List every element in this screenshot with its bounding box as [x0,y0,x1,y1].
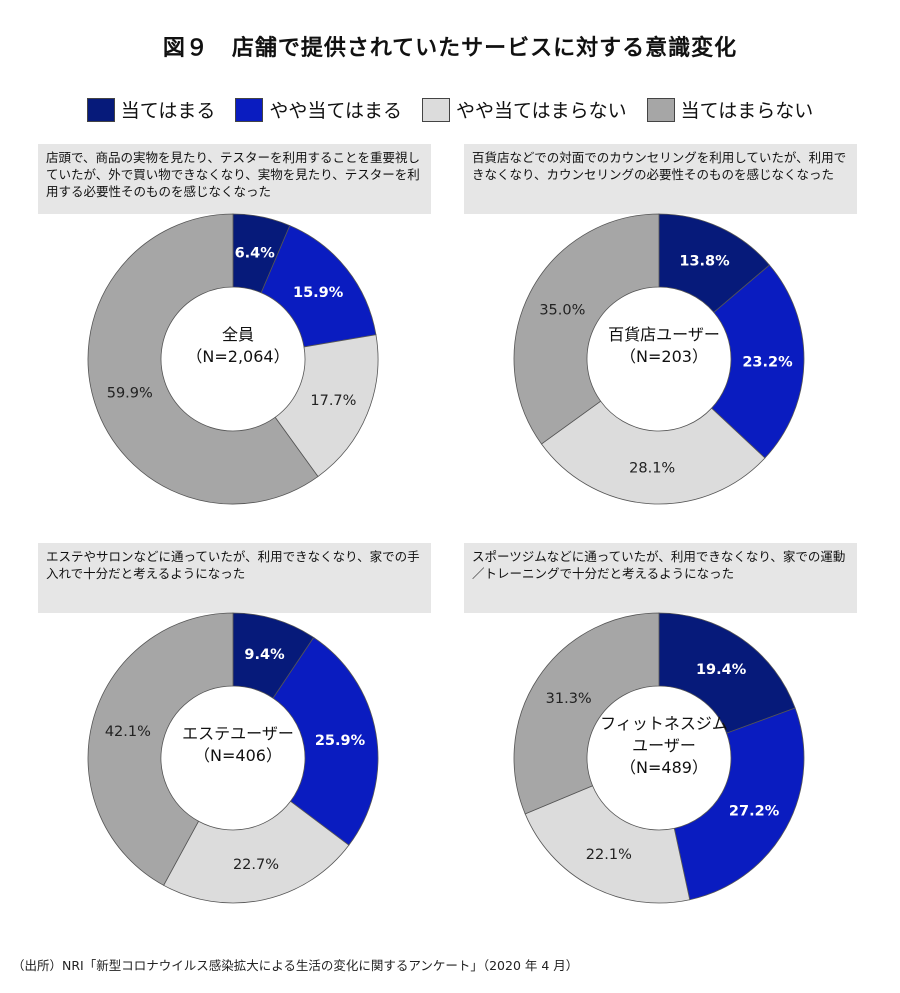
panel-caption: エステやサロンなどに通っていたが、利用できなくなり、家での手入れで十分だと考える… [38,543,431,613]
legend-label: やや当てはまる [269,100,402,122]
donut-slice-3 [540,400,766,505]
donut-center-title-2: ユーザー [632,736,696,755]
panel-esthetic: エステやサロンなどに通っていたが、利用できなくなり、家での手入れで十分だと考える… [38,543,463,943]
donut-data-label: 9.4% [244,647,285,663]
legend: 当てはまる やや当てはまる やや当てはまらない 当てはまらない [0,96,900,123]
donut-center-label: 全員 （N=2,064） [163,324,313,368]
donut-center-title: エステユーザー [182,724,294,743]
panel-caption: 店頭で、商品の実物を見たり、テスターを利用することを重要視していたが、外で買い物… [38,144,431,214]
donut-data-label: 15.9% [293,285,344,301]
legend-label: やや当てはまらない [456,100,627,122]
donut-svg: 9.4% 25.9% 22.7% 42.1% [87,612,379,904]
legend-swatch [235,97,264,122]
legend-item-3: やや当てはまらない [422,96,627,123]
panel-caption: スポーツジムなどに通っていたが、利用できなくなり、家での運動／トレーニングで十分… [464,543,857,613]
donut-center-title: フィットネスジム [600,714,728,733]
legend-label: 当てはまる [120,100,216,122]
source-footnote: （出所）NRI「新型コロナウイルス感染拡大による生活の変化に関するアンケート」（… [12,958,579,973]
donut-slice-1 [658,612,796,734]
legend-item-2: やや当てはまる [235,96,402,123]
legend-label: 当てはまらない [680,100,814,122]
donut-data-label: 22.7% [233,857,279,873]
donut-data-label: 42.1% [105,724,151,740]
donut-slice-4 [87,213,319,505]
donut-chart-esthetic: 9.4% 25.9% 22.7% 42.1% エステユーザー （N=406） [87,612,388,913]
donut-data-label: 59.9% [107,385,153,401]
donut-center-n: （N=489） [620,758,708,777]
panel-fitness: スポーツジムなどに通っていたが、利用できなくなり、家での運動／トレーニングで十分… [464,543,889,943]
donut-data-label: 19.4% [696,662,747,678]
donut-data-label: 22.1% [586,847,632,863]
donut-data-label: 28.1% [629,460,675,476]
donut-data-label: 6.4% [235,246,276,262]
donut-center-label: エステユーザー （N=406） [163,723,313,767]
donut-data-label: 25.9% [315,733,366,749]
donut-center-n: （N=406） [194,746,282,765]
donut-svg: 13.8% 23.2% 28.1% 35.0% [513,213,805,505]
legend-swatch [422,97,450,122]
donut-slice-3 [524,785,691,904]
donut-slice-2 [673,707,805,901]
donut-data-label: 23.2% [742,355,793,371]
donut-chart-department-store: 13.8% 23.2% 28.1% 35.0% 百貨店ユーザー （N=203） [513,213,814,514]
donut-data-label: 35.0% [539,303,585,319]
donut-center-title: 百貨店ユーザー [608,325,720,344]
legend-swatch [646,97,675,122]
donut-slice-2 [711,264,805,459]
donut-data-label: 31.3% [546,691,592,707]
donut-chart-fitness: 19.4% 27.2% 22.1% 31.3% フィットネスジム ユーザー （N=48… [513,612,814,913]
donut-slice-4 [513,213,660,445]
donut-slice-3 [274,334,379,478]
chart-title: 図９ 店舗で提供されていたサービスに対する意識変化 [162,36,738,61]
panel-caption: 百貨店などでの対面でのカウンセリングを利用していたが、利用できなくなり、カウンセ… [464,144,857,214]
donut-data-label: 17.7% [310,393,356,409]
legend-item-4: 当てはまらない [646,96,814,123]
donut-slice-4 [513,612,660,815]
panel-department-store: 百貨店などでの対面でのカウンセリングを利用していたが、利用できなくなり、カウンセ… [464,144,889,544]
donut-data-label: 27.2% [729,803,780,819]
donut-data-label: 13.8% [679,254,730,270]
donut-center-label: 百貨店ユーザー （N=203） [589,324,739,368]
donut-chart-all: 6.4% 15.9% 17.7% 59.9% 全員 （N=2,064） [87,213,388,514]
legend-item-1: 当てはまる [86,96,216,123]
panel-all: 店頭で、商品の実物を見たり、テスターを利用することを重要視していたが、外で買い物… [38,144,463,544]
donut-slice-2 [272,636,379,846]
legend-swatch [86,97,115,122]
donut-center-n: （N=203） [620,347,708,366]
donut-svg: 6.4% 15.9% 17.7% 59.9% [87,213,379,505]
donut-center-n: （N=2,064） [186,347,290,366]
donut-center-label: フィットネスジム ユーザー （N=489） [589,713,739,779]
donut-slice-3 [163,800,350,904]
donut-center-title: 全員 [221,325,254,344]
donut-slice-4 [87,612,234,886]
donut-svg: 19.4% 27.2% 22.1% 31.3% [513,612,805,904]
